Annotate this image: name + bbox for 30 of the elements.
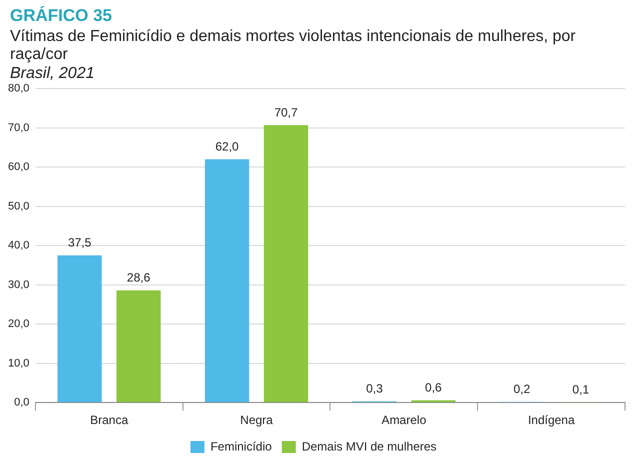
legend-label: Demais MVI de mulheres bbox=[302, 439, 437, 454]
bar bbox=[116, 290, 161, 402]
bar bbox=[58, 255, 102, 402]
x-tick-label: Amarelo bbox=[382, 413, 427, 428]
data-label: 0,1 bbox=[572, 382, 590, 397]
legend-label: Feminicídio bbox=[210, 439, 272, 454]
y-tick-label: 60,0 bbox=[8, 161, 30, 174]
data-label: 28,6 bbox=[126, 270, 151, 285]
data-label: 62,0 bbox=[215, 140, 240, 154]
y-tick-label: 20,0 bbox=[8, 318, 30, 330]
x-tick-label: Negra bbox=[240, 413, 274, 428]
chart-subtitle: Vítimas de Feminicídio e demais mortes violentas intencionais de mulheres, por raça/cor bbox=[10, 28, 577, 64]
data-label: 37,5 bbox=[68, 236, 92, 250]
x-tick-label: Branca bbox=[90, 413, 128, 428]
y-tick-label: 30,0 bbox=[8, 278, 30, 291]
text: Brasil, 2021 bbox=[10, 65, 96, 83]
data-label: 0,2 bbox=[513, 382, 530, 396]
y-tick-label: 0,0 bbox=[14, 396, 30, 409]
y-tick-label: 80,0 bbox=[8, 82, 30, 95]
data-label: 0,6 bbox=[425, 380, 442, 395]
data-label: 0,3 bbox=[366, 382, 384, 396]
chart-title: GRÁFICO 35 bbox=[10, 6, 114, 26]
data-label: 70,7 bbox=[274, 105, 298, 120]
y-tick-label: 40,0 bbox=[8, 240, 30, 252]
y-tick-label: 70,0 bbox=[8, 122, 30, 134]
bar bbox=[264, 125, 308, 402]
x-tick-label: Indígena bbox=[528, 413, 575, 428]
y-tick-label: 10,0 bbox=[8, 357, 30, 370]
y-tick-label: 50,0 bbox=[8, 200, 30, 212]
bar bbox=[204, 159, 250, 402]
